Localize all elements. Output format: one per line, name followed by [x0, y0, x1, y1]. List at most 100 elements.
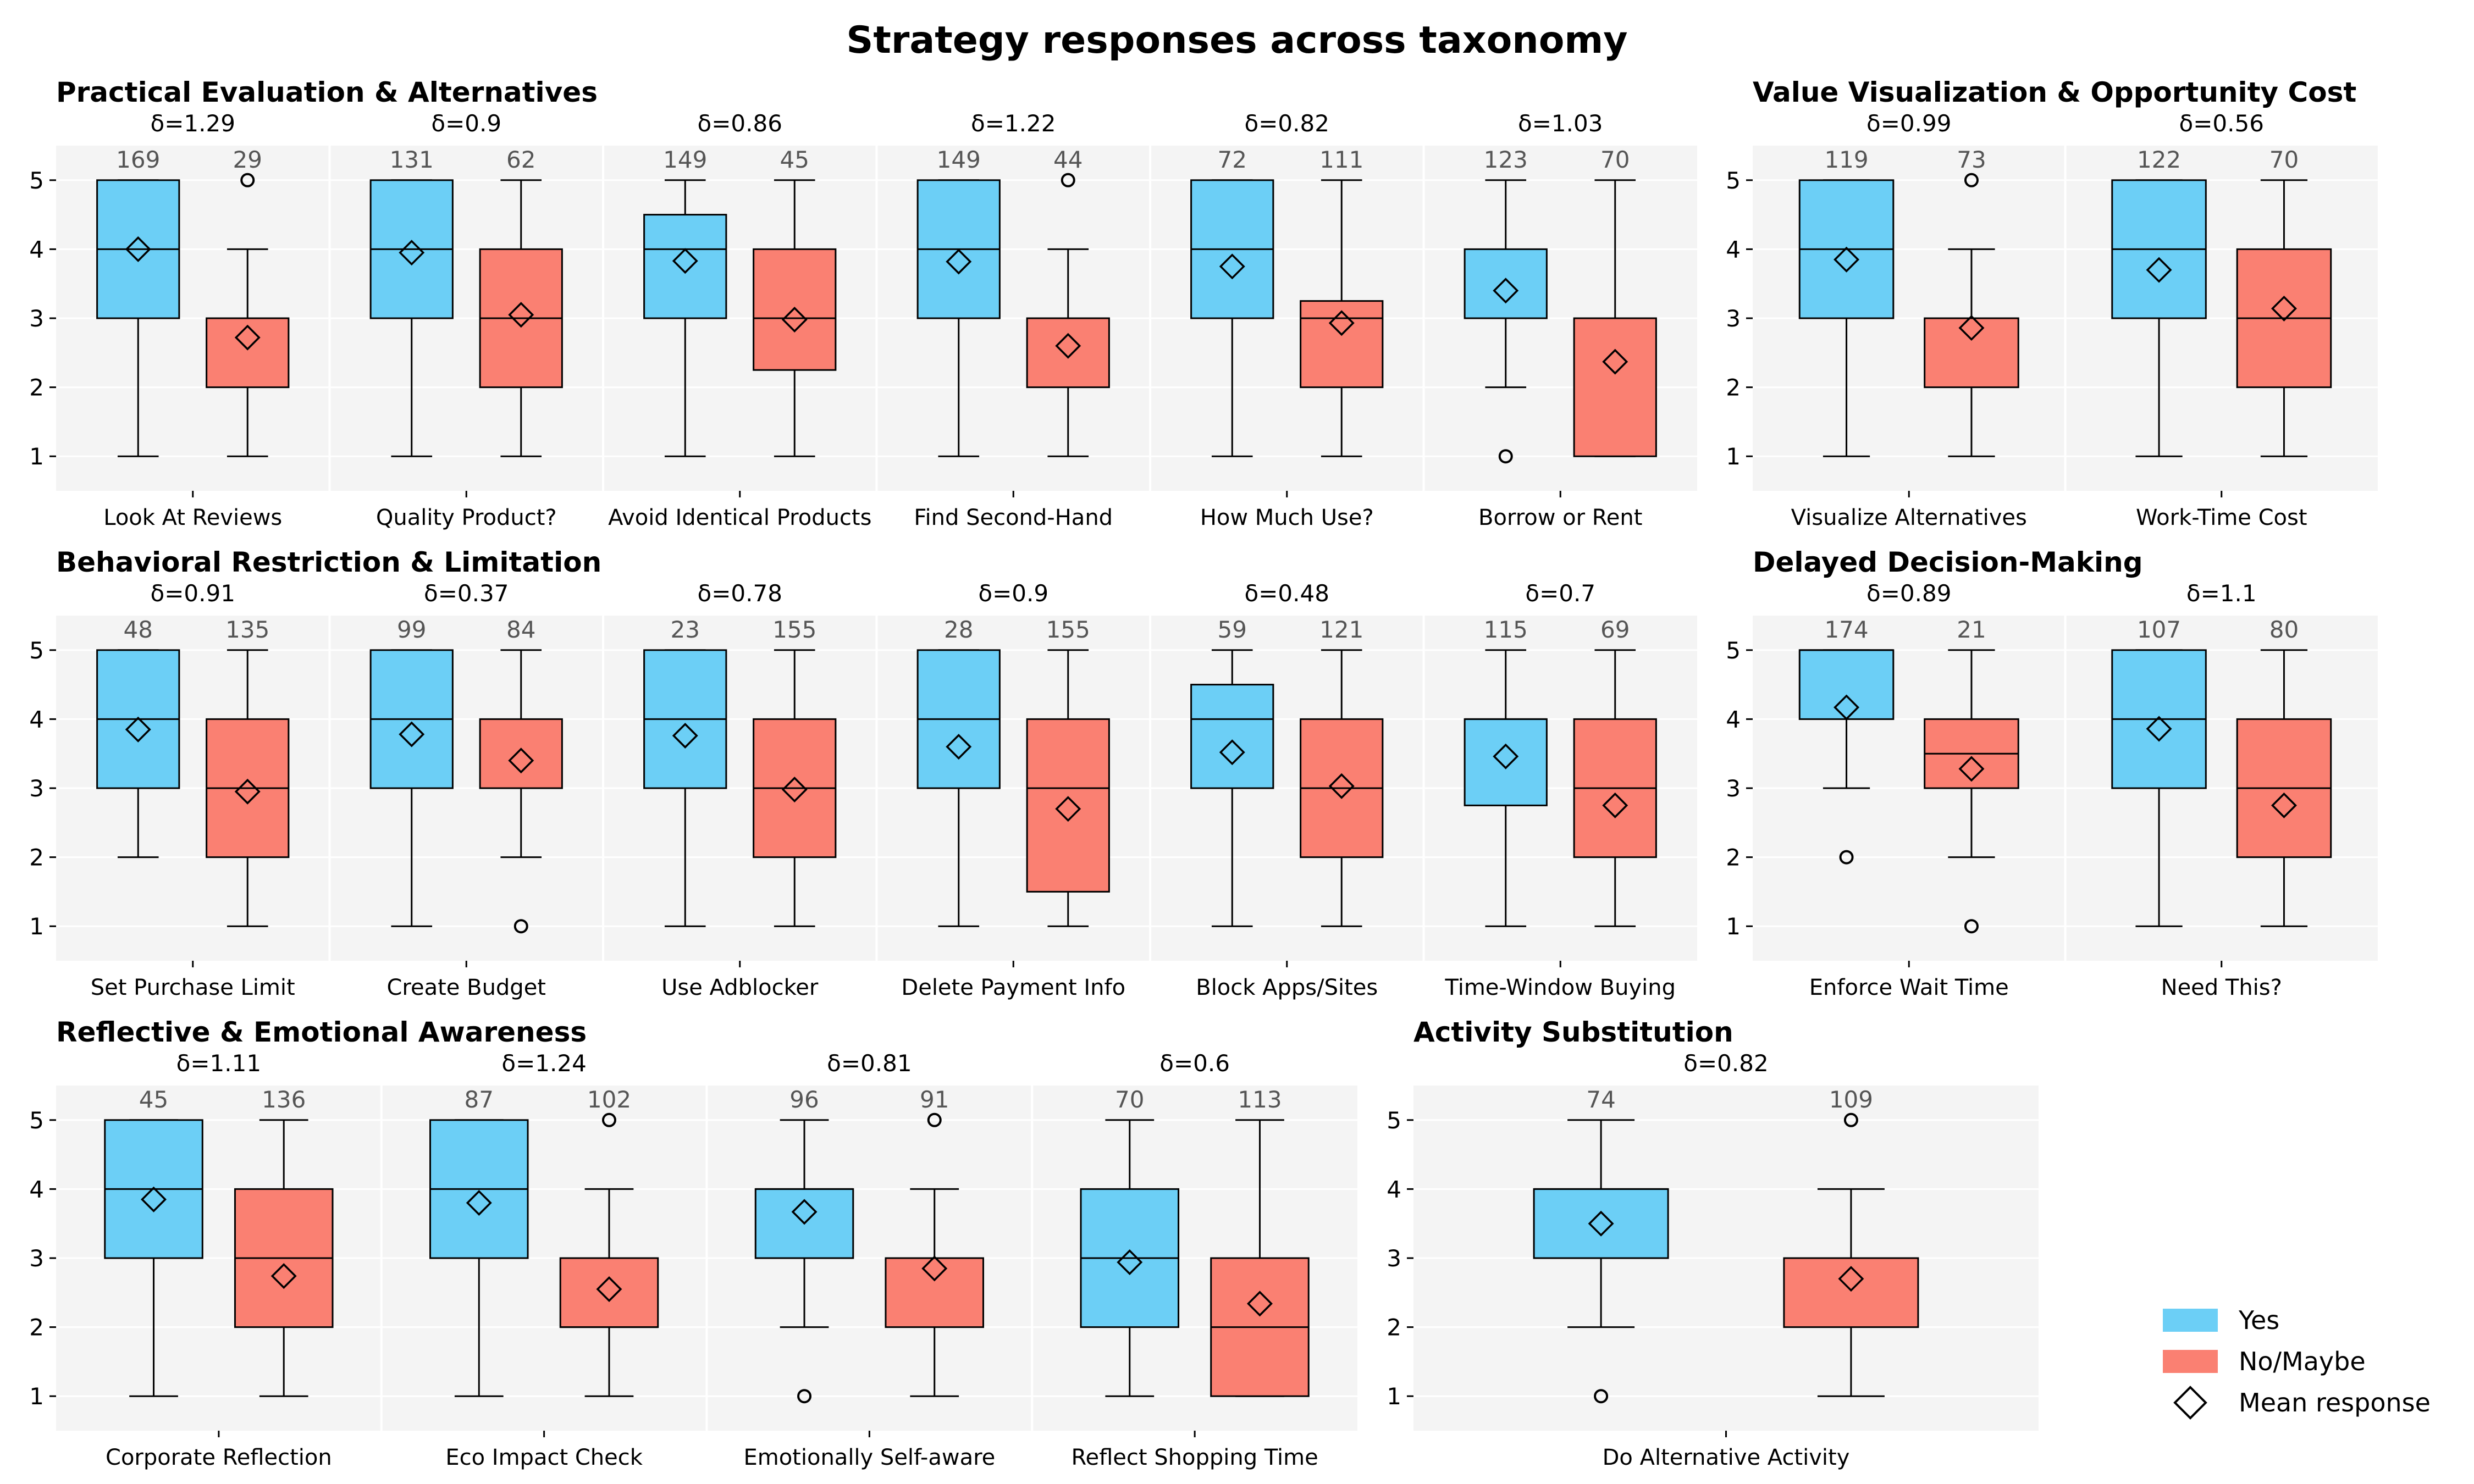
x-tick-label: Delete Payment Info: [901, 975, 1125, 1000]
mean-marker: [2146, 257, 2172, 283]
y-tick-label: 1: [29, 1383, 44, 1410]
yes-box-group: 59: [1190, 616, 1274, 927]
panel-title: Activity Substitution: [1413, 1016, 1733, 1048]
count-label: 149: [937, 146, 981, 173]
legend-mean-marker: [2173, 1386, 2207, 1420]
x-tick-label: Look At Reviews: [103, 505, 282, 530]
legend-yes-swatch: [2163, 1309, 2218, 1332]
mean-marker: [1958, 315, 1985, 341]
category-2: Emotionally Self-aware δ=0.81 96 91: [743, 1050, 995, 1470]
delta-label: δ=0.6: [1159, 1050, 1230, 1077]
y-tick-label: 4: [29, 706, 44, 733]
mean-marker: [1493, 278, 1519, 304]
x-tick-label: Set Purchase Limit: [91, 975, 295, 1000]
no-box-group: 135: [206, 616, 290, 927]
delta-label: δ=0.82: [1683, 1050, 1768, 1077]
mean-marker: [1588, 1210, 1614, 1237]
x-tick-label: Avoid Identical Products: [608, 505, 871, 530]
delta-label: δ=1.29: [151, 110, 235, 137]
x-tick-label: Emotionally Self-aware: [743, 1445, 995, 1470]
count-label: 45: [780, 146, 809, 173]
panel-title: Reflective & Emotional Awareness: [56, 1016, 587, 1048]
no-box: [1573, 317, 1657, 457]
y-tick-label: 4: [1726, 236, 1741, 263]
delta-label: δ=0.91: [151, 580, 235, 607]
mean-marker: [125, 716, 151, 743]
count-label: 84: [506, 616, 535, 643]
delta-label: δ=0.86: [698, 110, 782, 137]
yes-box: [1464, 718, 1548, 806]
mean-marker: [2271, 792, 2297, 818]
x-tick-label: Quality Product?: [376, 505, 557, 530]
yes-box-group: 45: [104, 1086, 203, 1397]
panel-title: Behavioral Restriction & Limitation: [56, 546, 601, 578]
no-box-group: 121: [1300, 616, 1384, 927]
legend-yes-label: Yes: [2238, 1305, 2279, 1335]
yes-box: [1464, 248, 1548, 319]
y-tick-label: 5: [29, 637, 44, 664]
legend-no-swatch: [2163, 1350, 2218, 1373]
no-box-group: 84: [479, 616, 563, 934]
count-label: 70: [2269, 146, 2299, 173]
count-label: 111: [1319, 146, 1363, 173]
category-3: Delete Payment Info δ=0.928 155: [901, 580, 1125, 1000]
yes-box-group: 123: [1464, 146, 1548, 464]
no-box-group: 113: [1210, 1086, 1310, 1397]
mean-marker: [781, 307, 808, 333]
y-tick-label: 4: [29, 1176, 44, 1203]
y-tick-label: 2: [1726, 844, 1741, 871]
count-label: 74: [1586, 1086, 1615, 1113]
no-box-group: 155: [1026, 616, 1110, 927]
count-label: 87: [465, 1086, 494, 1113]
mean-marker: [1055, 333, 1081, 359]
no-box-group: 136: [234, 1086, 334, 1397]
delta-label: δ=0.99: [1866, 110, 1951, 137]
count-label: 72: [1218, 146, 1247, 173]
count-label: 44: [1053, 146, 1083, 173]
y-tick-label: 1: [29, 443, 44, 470]
count-label: 155: [772, 616, 816, 643]
category-0: Look At Reviews δ=1.29 169 29: [96, 110, 290, 530]
y-tick-label: 2: [29, 844, 44, 871]
yes-box-group: 174: [1798, 616, 1895, 865]
category-0: Enforce Wait Time δ=0.89 174 21: [1798, 580, 2019, 1000]
delta-label: δ=0.81: [827, 1050, 912, 1077]
y-tick-label: 1: [1726, 913, 1741, 940]
no-box: [206, 317, 290, 389]
outlier-point: [1839, 850, 1854, 865]
category-4: Block Apps/Sites δ=0.48 59 121: [1190, 580, 1384, 1000]
y-tick-label: 5: [1726, 167, 1741, 194]
mean-marker: [1247, 1291, 1273, 1317]
category-3: Find Second-Hand δ=1.22 149 44: [914, 110, 1113, 530]
x-tick-label: Find Second-Hand: [914, 505, 1113, 530]
panel-title: Delayed Decision-Making: [1753, 546, 2143, 578]
count-label: 135: [225, 616, 269, 643]
yes-box-group: 131: [369, 146, 454, 457]
mean-marker: [791, 1199, 818, 1225]
mean-marker: [946, 248, 972, 275]
no-box: [1924, 317, 2019, 389]
x-tick-label: Work-Time Cost: [2136, 505, 2307, 530]
category-0: Visualize Alternatives δ=0.99 119 73: [1791, 110, 2027, 530]
legend-mean-label: Mean response: [2239, 1388, 2431, 1417]
delta-label: δ=1.22: [971, 110, 1056, 137]
x-tick-label: Need This?: [2161, 975, 2282, 1000]
category-5: Borrow or Rent δ=1.03 123 70: [1464, 110, 1657, 530]
category-0: Corporate Reflection δ=1.11 45 136: [104, 1050, 334, 1470]
y-tick-label: 3: [29, 1245, 44, 1272]
category-5: Time-Window Buying δ=0.7 115 69: [1445, 580, 1676, 1000]
count-label: 69: [1600, 616, 1630, 643]
delta-label: δ=0.48: [1245, 580, 1329, 607]
yes-box-group: 122: [2111, 146, 2207, 457]
x-tick-label: Do Alternative Activity: [1603, 1445, 1850, 1470]
yes-box-group: 149: [916, 146, 1001, 457]
count-label: 48: [124, 616, 153, 643]
x-tick-label: Time-Window Buying: [1445, 975, 1676, 1000]
yes-box-group: 23: [643, 616, 727, 927]
no-box-group: 62: [479, 146, 563, 457]
no-box-group: 102: [559, 1086, 659, 1397]
